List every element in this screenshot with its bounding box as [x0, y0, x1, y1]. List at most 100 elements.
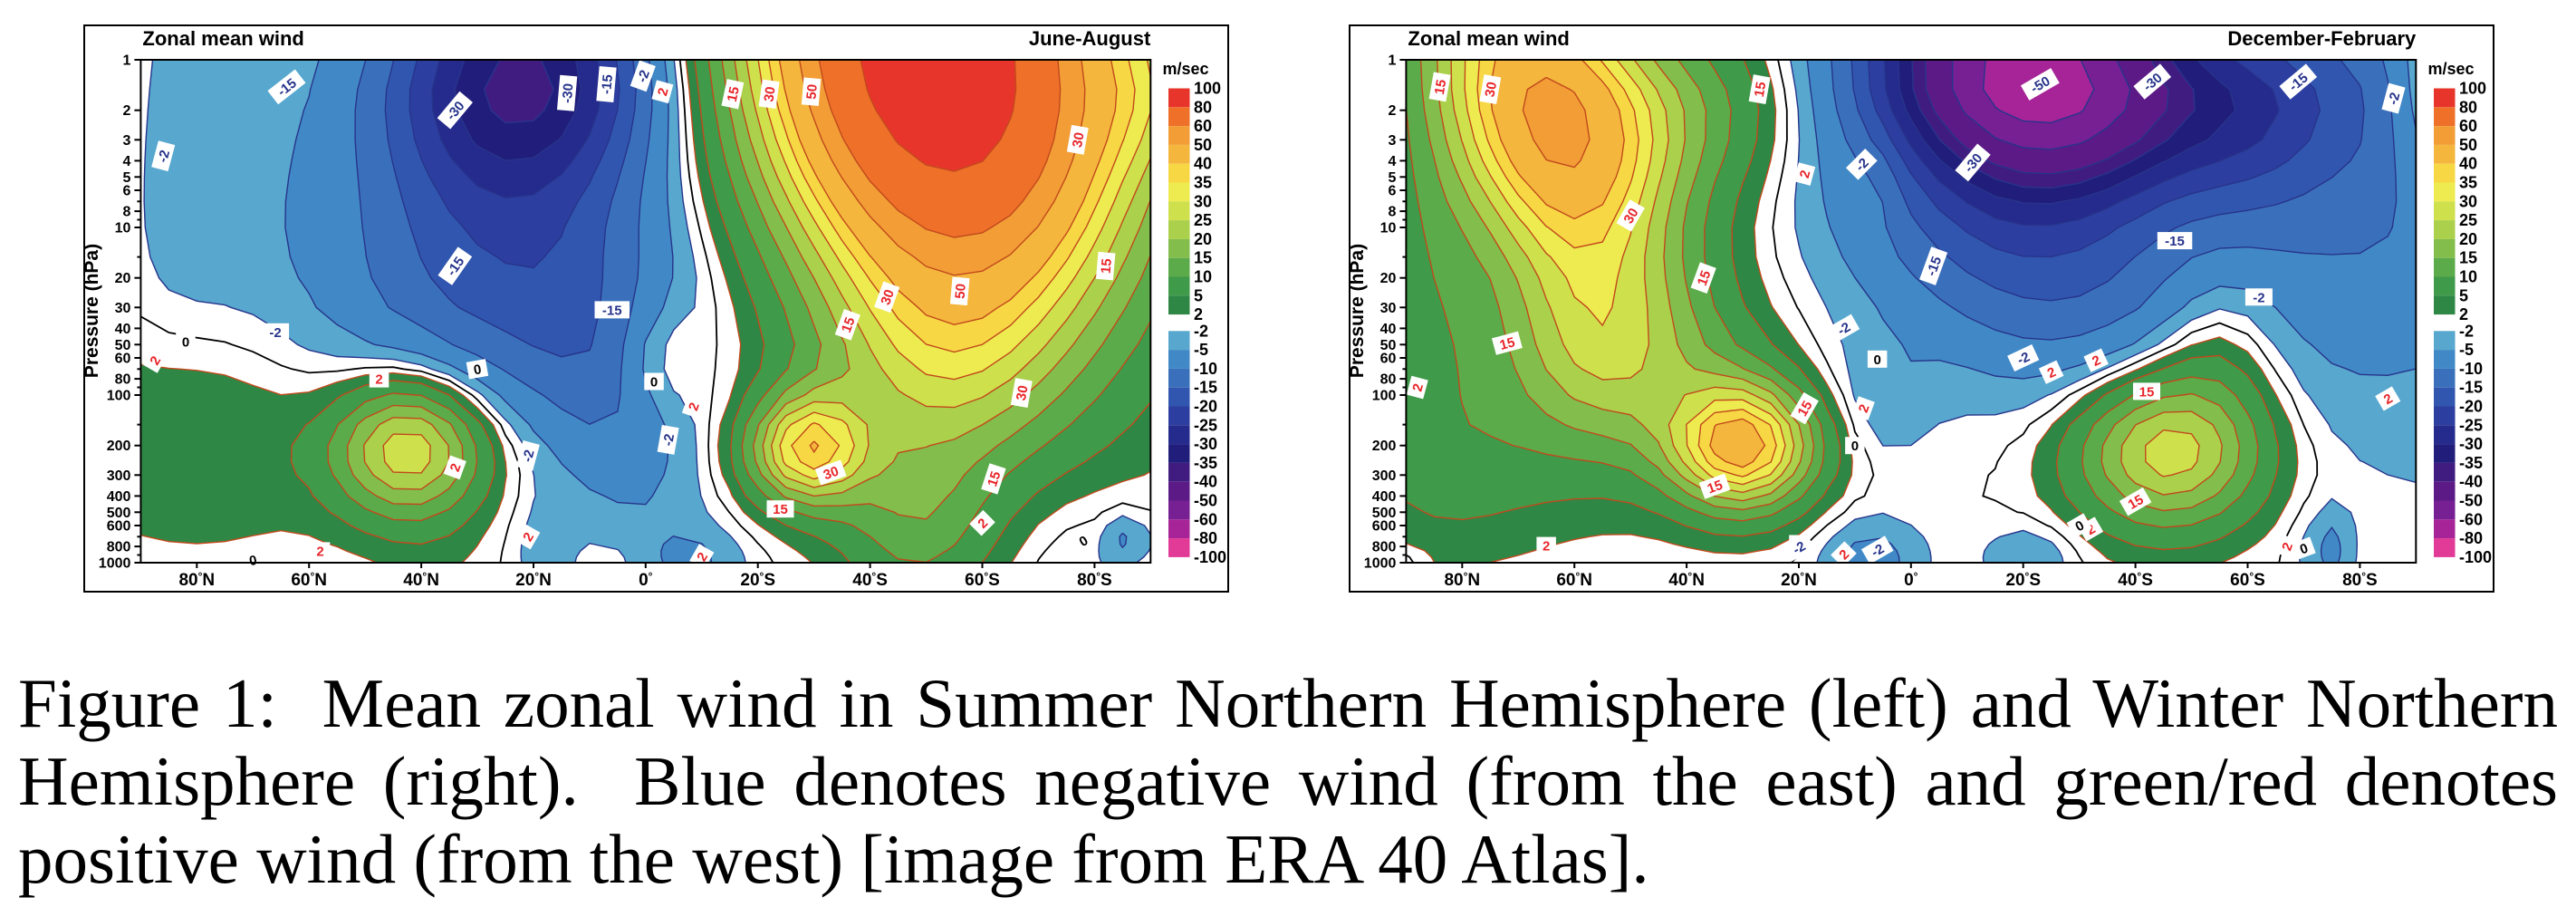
svg-text:0: 0: [650, 375, 658, 391]
svg-text:m/sec: m/sec: [1162, 60, 1208, 78]
svg-text:15: 15: [2139, 384, 2155, 400]
svg-text:15: 15: [2459, 249, 2477, 267]
svg-text:1000: 1000: [99, 556, 131, 572]
svg-text:-2: -2: [1194, 322, 1208, 340]
svg-text:40: 40: [2459, 155, 2477, 173]
svg-text:Pressure (hPa): Pressure (hPa): [1347, 244, 1368, 378]
svg-text:-2: -2: [2253, 290, 2264, 305]
svg-text:2: 2: [2459, 305, 2468, 323]
svg-text:10: 10: [115, 221, 131, 236]
svg-text:60: 60: [1380, 352, 1397, 367]
svg-text:500: 500: [107, 506, 131, 521]
svg-text:10: 10: [2459, 268, 2477, 286]
svg-text:2: 2: [1543, 539, 1550, 555]
svg-text:-5: -5: [2459, 341, 2474, 359]
svg-text:-25: -25: [2459, 416, 2483, 434]
svg-text:80: 80: [1194, 98, 1212, 116]
svg-text:80: 80: [115, 372, 131, 388]
svg-text:80: 80: [1380, 372, 1397, 388]
svg-text:-5: -5: [1194, 341, 1208, 359]
svg-text:35: 35: [2459, 174, 2477, 192]
svg-text:60°N: 60°N: [291, 570, 327, 590]
svg-text:0: 0: [473, 362, 483, 378]
svg-text:1: 1: [122, 53, 130, 69]
svg-text:0: 0: [1851, 439, 1859, 454]
svg-text:-10: -10: [1194, 360, 1217, 378]
svg-text:-2: -2: [269, 325, 281, 341]
svg-text:3: 3: [122, 133, 130, 149]
svg-text:15: 15: [773, 502, 788, 517]
svg-text:-2: -2: [520, 449, 538, 464]
svg-text:60: 60: [115, 352, 131, 367]
svg-text:50: 50: [1194, 136, 1212, 154]
svg-text:15: 15: [1752, 81, 1770, 98]
svg-text:15: 15: [1498, 334, 1517, 353]
svg-text:Zonal mean wind: Zonal mean wind: [142, 27, 303, 50]
svg-text:-25: -25: [1194, 416, 1217, 434]
svg-text:2: 2: [1388, 103, 1396, 119]
svg-text:June-August: June-August: [1029, 27, 1151, 50]
svg-text:-30: -30: [1194, 435, 1217, 453]
svg-text:-40: -40: [2459, 473, 2483, 491]
svg-text:50: 50: [1380, 338, 1397, 353]
svg-text:40°S: 40°S: [852, 570, 888, 590]
svg-text:-80: -80: [1194, 529, 1217, 547]
svg-text:-50: -50: [1194, 492, 1217, 510]
svg-text:60: 60: [1194, 117, 1212, 135]
svg-text:35: 35: [1194, 174, 1212, 192]
svg-text:15: 15: [1795, 399, 1816, 420]
svg-text:-2: -2: [2386, 91, 2404, 106]
svg-text:100: 100: [2459, 80, 2486, 98]
svg-text:40: 40: [1194, 155, 1212, 173]
svg-text:-80: -80: [2459, 529, 2483, 547]
svg-text:-15: -15: [1924, 255, 1945, 278]
svg-text:800: 800: [107, 540, 131, 555]
svg-text:5: 5: [1388, 170, 1396, 186]
svg-text:-2: -2: [634, 68, 653, 84]
svg-text:6: 6: [122, 184, 130, 199]
svg-text:40°N: 40°N: [403, 570, 439, 590]
svg-text:50: 50: [803, 83, 820, 100]
svg-text:40°S: 40°S: [2118, 570, 2153, 590]
svg-text:100: 100: [107, 389, 131, 404]
svg-text:2: 2: [1194, 305, 1203, 323]
svg-text:-100: -100: [1194, 548, 1226, 566]
svg-text:30: 30: [878, 287, 898, 306]
svg-text:-35: -35: [2459, 454, 2483, 472]
svg-text:5: 5: [1194, 286, 1203, 304]
svg-text:15: 15: [1695, 268, 1715, 287]
svg-text:20: 20: [115, 271, 131, 286]
svg-text:-15: -15: [2459, 379, 2483, 397]
svg-text:2: 2: [316, 544, 323, 559]
svg-text:-2: -2: [660, 433, 678, 448]
svg-text:-15: -15: [602, 303, 622, 318]
svg-text:10: 10: [1380, 221, 1397, 236]
svg-text:4: 4: [1388, 154, 1396, 169]
svg-text:-100: -100: [2459, 548, 2492, 566]
svg-text:15: 15: [1432, 78, 1450, 95]
svg-text:30: 30: [1194, 192, 1212, 210]
svg-text:50: 50: [953, 283, 969, 299]
svg-text:40: 40: [1380, 322, 1397, 337]
svg-text:30: 30: [1482, 81, 1500, 98]
svg-text:600: 600: [107, 519, 131, 535]
svg-text:-20: -20: [1194, 398, 1217, 416]
svg-text:80°N: 80°N: [1444, 570, 1480, 590]
svg-text:15: 15: [1194, 249, 1212, 267]
svg-text:Zonal mean wind: Zonal mean wind: [1408, 27, 1569, 50]
svg-text:-2: -2: [155, 149, 173, 164]
svg-text:20°N: 20°N: [515, 570, 552, 590]
svg-text:30: 30: [762, 85, 779, 102]
svg-text:-60: -60: [1194, 510, 1217, 528]
svg-text:-2: -2: [2459, 322, 2474, 340]
svg-text:20: 20: [2459, 230, 2477, 248]
svg-text:-20: -20: [2459, 398, 2483, 416]
svg-text:30: 30: [1070, 131, 1088, 149]
svg-text:m/sec: m/sec: [2427, 60, 2474, 78]
svg-text:-60: -60: [2459, 510, 2483, 528]
svg-text:30: 30: [115, 301, 131, 316]
svg-text:15: 15: [839, 315, 859, 334]
svg-text:4: 4: [122, 154, 130, 169]
svg-text:2: 2: [122, 103, 130, 119]
svg-text:8: 8: [122, 205, 130, 220]
